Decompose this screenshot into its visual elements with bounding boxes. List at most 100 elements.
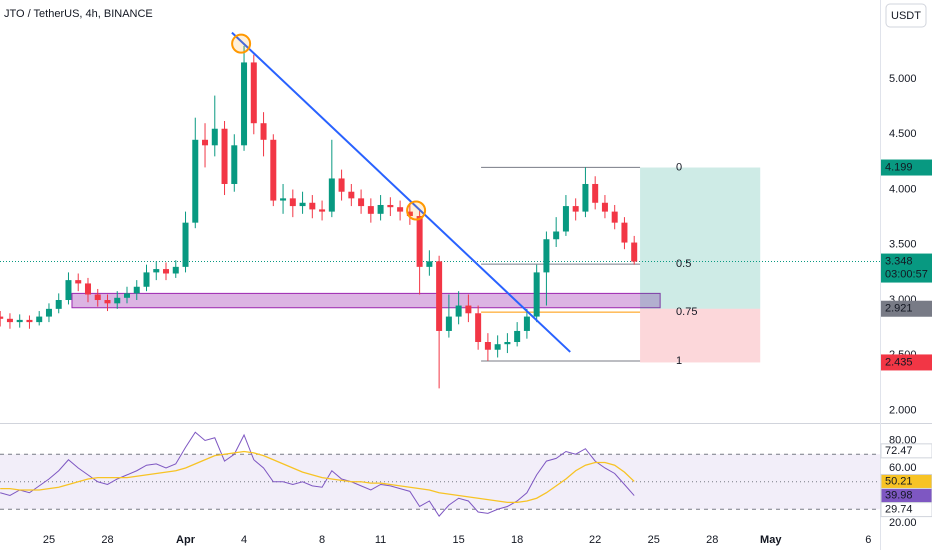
candle-body [0,316,4,319]
candle-body [582,183,589,212]
x-tick-label: 25 [648,534,660,546]
fib-label: 0 [676,161,682,173]
candle-body [611,211,618,223]
price-tag-bg [881,159,932,176]
candle-body [45,308,52,317]
rsi-tick-label: 20.00 [889,517,917,529]
fib-label: 0.5 [676,258,691,270]
candle-body [65,280,72,301]
candle-body [504,342,511,345]
price-tag-bg [881,354,932,371]
x-tick-label: 25 [43,534,55,546]
candle-body [377,204,384,214]
candle-body [289,198,296,207]
rsi-tag: 39.98 [885,489,913,501]
candle-body [533,272,540,317]
rsi-tag: 29.74 [885,504,913,516]
plot: 0 0.5 0.75 1 [0,31,880,389]
candle-body [211,128,218,146]
candle-body [299,202,306,207]
candle-body [553,231,560,240]
candle-body [543,239,550,273]
candle-body [455,305,462,317]
candle-body [348,191,355,199]
candle-body [280,198,287,201]
candle-body [484,342,491,350]
price-tag-bg [881,300,932,317]
candle-body [445,316,452,331]
y-tick-label: 3.500 [889,239,917,251]
y-tick-label: 5.000 [889,73,917,85]
candle-body [163,269,170,274]
candle-body [621,222,628,243]
fib-label: 1 [676,355,682,367]
currency-label: USDT [891,10,921,22]
rsi-tag-bg [880,443,932,459]
candle-body [358,198,365,207]
x-tick-label: 18 [511,534,523,546]
candle-body [328,178,335,212]
candle-body [143,272,150,287]
candle-body [36,316,43,323]
candle-body [416,216,423,267]
last-price-tag: 3.348 [885,255,913,267]
candle-body [133,286,140,294]
trendline [231,31,571,353]
position-loss [640,308,761,363]
candle-body [231,145,238,184]
candle-body [114,297,121,304]
rsi-tag: 50.21 [885,475,913,487]
candle-body [104,300,111,304]
x-tick-label: 8 [319,534,325,546]
y-tick-label: 4.000 [889,183,917,195]
candle-body [475,313,482,343]
candle-body [562,206,569,232]
price-tag: 2.435 [885,356,913,368]
candle-body [494,344,501,350]
candle-body [192,139,199,223]
rsi-line [0,450,635,504]
candle-body [221,128,228,184]
highlight-circle [406,200,427,221]
candle-body [406,211,413,217]
x-tick-label: 4 [241,534,247,546]
x-tick-label: May [760,534,782,546]
candle-body [260,123,267,140]
candle-body [172,266,179,274]
candle-body [123,293,130,298]
chart-title: JTO / TetherUS, 4h, BINANCE [4,8,153,20]
candle-body [367,206,374,214]
countdown: 03:00:57 [885,268,928,280]
price-tag: 2.921 [885,303,913,315]
x-tick-label: Apr [176,534,196,546]
candle-body [84,283,91,295]
candle-body [153,269,160,273]
x-tick-label: 28 [706,534,718,546]
y-tick-label: 2.000 [889,404,917,416]
candle-body [338,178,345,192]
candle-body [182,222,189,267]
candle-body [26,319,33,323]
price-tag: 4.199 [885,161,913,173]
candle-body [16,319,23,323]
candle-body [572,206,579,212]
candle-body [6,318,13,323]
candle-body [592,183,599,203]
rsi-tick-label: 60.00 [889,462,917,474]
x-tick-label: 28 [101,534,113,546]
currency-button[interactable] [885,3,927,28]
candle-body [397,207,404,212]
candle-body [387,204,394,208]
candle-body [241,62,248,146]
fib-label: 0.75 [676,306,697,318]
candle-body [309,202,316,210]
support-zone [71,292,661,309]
highlight-circle [231,33,252,54]
candle-body [426,261,433,267]
candle-body [270,139,277,201]
candle-body [75,280,82,284]
x-tick-label: 11 [375,534,386,546]
last-price-tag-bg [881,253,932,283]
x-tick-label: 22 [589,534,601,546]
